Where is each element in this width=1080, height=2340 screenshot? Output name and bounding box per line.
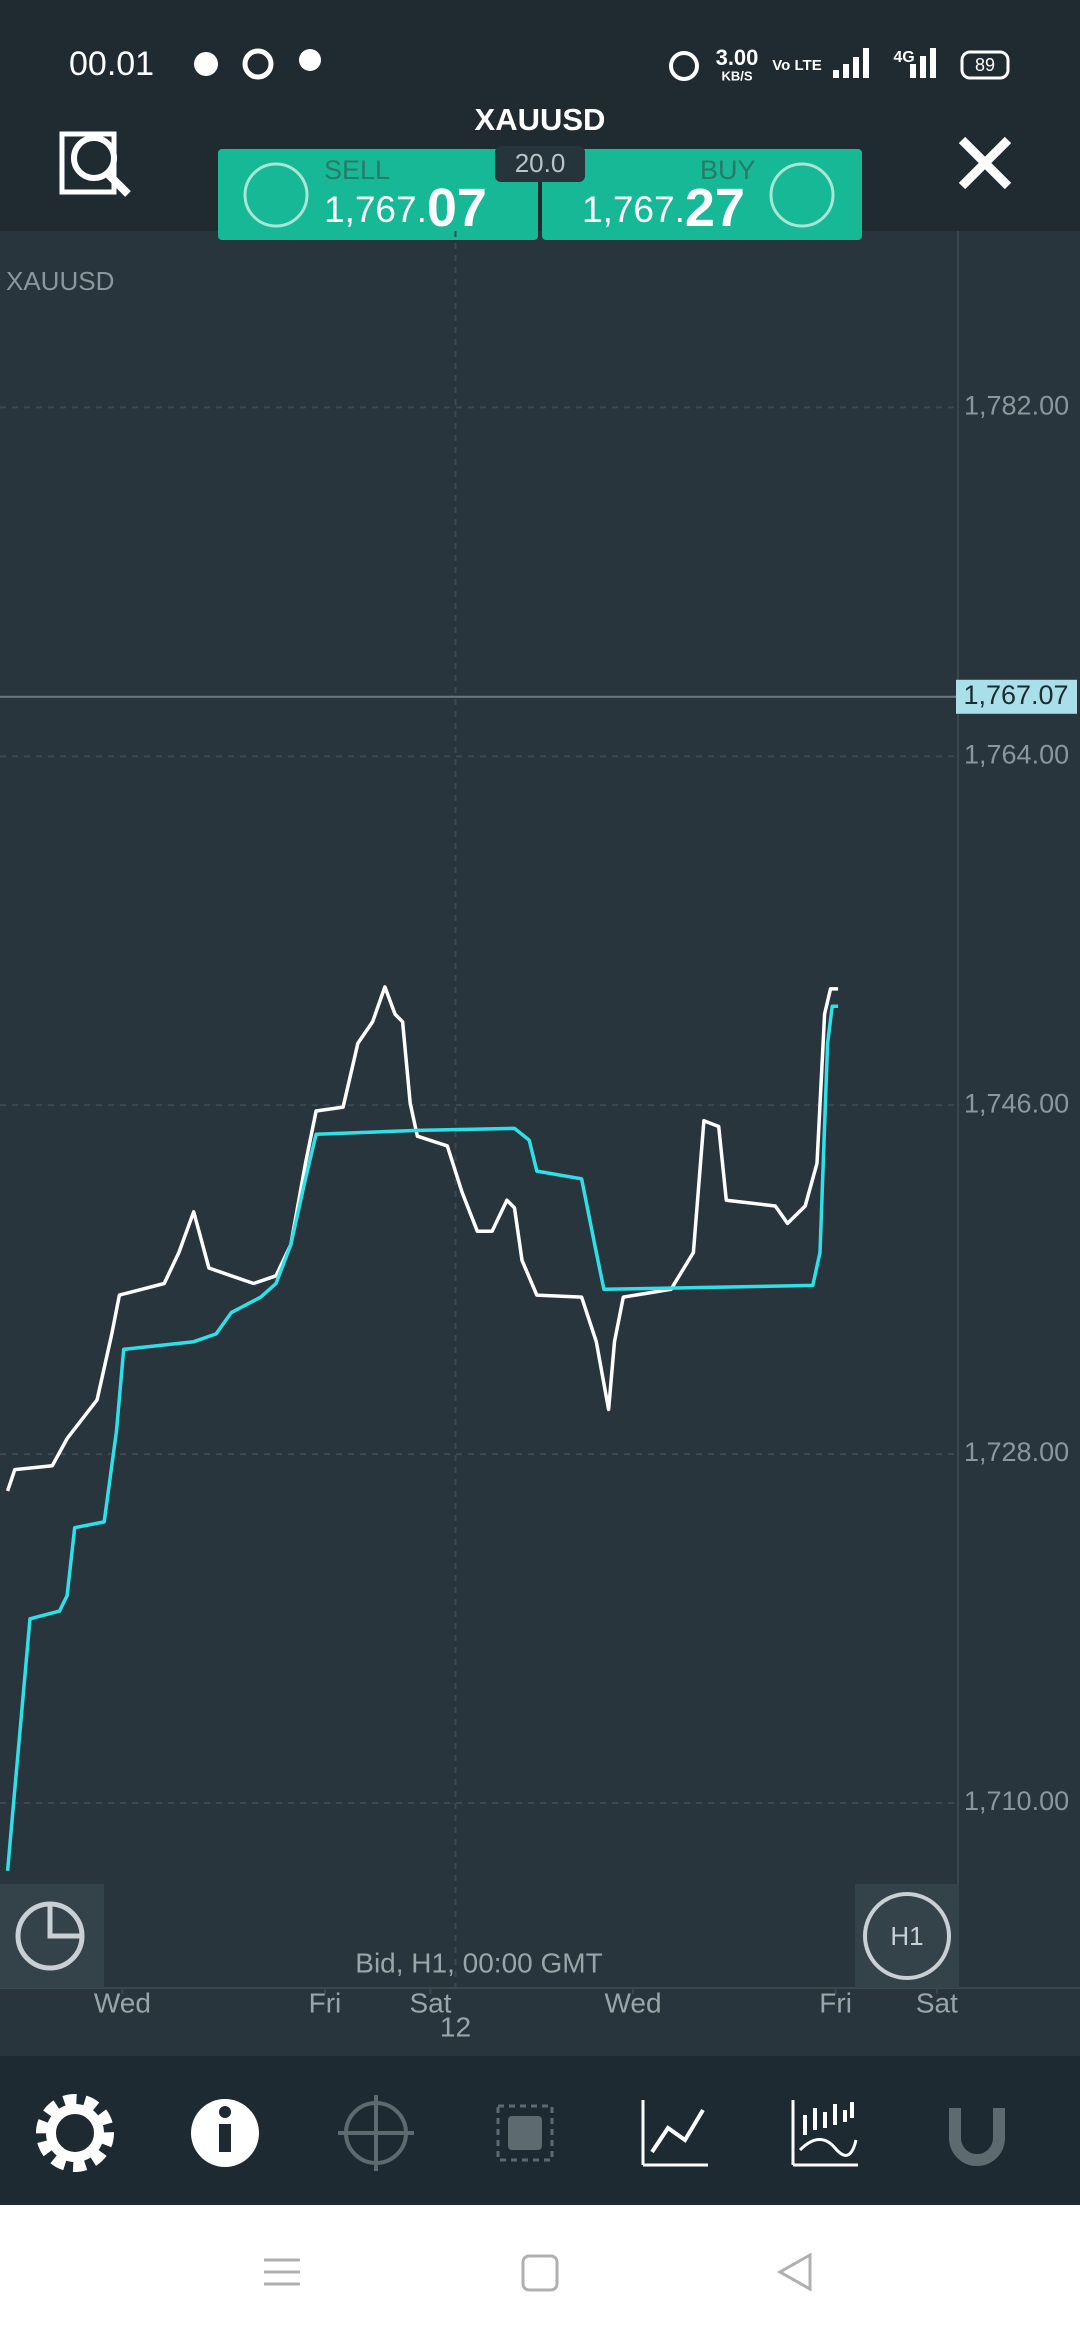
buy-button[interactable]: BUY 1,767.27 — [542, 149, 862, 240]
sell-price: 1,767.07 — [324, 178, 487, 238]
button-bg — [855, 1884, 959, 1988]
icon-handle — [105, 171, 131, 197]
indicator-line — [5, 985, 839, 1492]
sell-circle — [243, 162, 309, 228]
spread: 20.0 — [515, 148, 566, 178]
status-icons — [194, 48, 699, 81]
object-button[interactable] — [496, 2104, 554, 2162]
icon-stroke — [958, 136, 1012, 190]
date-label: 12 — [440, 2011, 471, 2042]
indicator-button[interactable] — [641, 2100, 708, 2167]
status-speed: 3.00 — [716, 45, 759, 70]
buy-circle — [769, 162, 835, 228]
sell-price-big: 07 — [427, 178, 487, 238]
battery-level: 89 — [975, 55, 995, 75]
nav-home[interactable] — [521, 2254, 559, 2292]
buy-price: 1,767.27 — [582, 178, 745, 238]
status-icon — [299, 49, 321, 71]
y-tick-label: 1,746.00 — [964, 1088, 1069, 1118]
current-price-bg — [956, 679, 1077, 714]
header-bg — [0, 0, 1080, 231]
x-tick-label: Fri — [309, 1987, 342, 2018]
buy-label: BUY — [700, 155, 756, 185]
indicator-line — [5, 1004, 839, 1871]
signal-bar — [853, 57, 859, 78]
icon-wave — [798, 2138, 858, 2157]
icon-info-dot — [219, 2106, 231, 2118]
icon-ring — [863, 1892, 951, 1980]
x-tick-label: Sat — [916, 1987, 958, 2018]
chart-bg — [0, 231, 1080, 2056]
current-price-label: 1,767.07 — [963, 680, 1068, 710]
pie-button[interactable] — [0, 1884, 104, 1988]
x-tick-label: Sat — [409, 1987, 451, 2018]
search-button[interactable] — [59, 131, 131, 197]
symbol-title: XAUUSD — [475, 102, 606, 137]
status-time: 00.01 — [69, 45, 154, 83]
icon-gear — [36, 2094, 114, 2172]
battery-icon — [960, 50, 1010, 80]
nav-bar — [0, 2205, 1080, 2340]
chart-type-button[interactable] — [791, 2100, 858, 2167]
spread-bg — [495, 146, 585, 182]
close-button[interactable] — [958, 136, 1012, 190]
crosshair-button[interactable] — [338, 2095, 414, 2171]
y-tick-label: 1,764.00 — [964, 739, 1069, 769]
alarm-icon — [669, 51, 699, 81]
signal-bar — [920, 56, 926, 78]
plot: 1,710.00 1,728.00 1,746.00 1,764.00 1,782.00… — [0, 231, 1080, 2042]
info-button[interactable] — [191, 2099, 259, 2167]
icon-pie-slice — [47, 1904, 82, 1939]
icon-info-bar — [219, 2124, 231, 2152]
signal-bar — [863, 48, 869, 78]
status-volte: Vo LTE — [772, 57, 821, 74]
signal-bar — [833, 70, 839, 78]
icon-gear-ring — [46, 2104, 104, 2162]
sell-label: SELL — [324, 155, 390, 185]
status-network: 4G — [893, 49, 914, 66]
icon-square — [508, 2116, 542, 2150]
chart-title: XAUUSD — [6, 266, 114, 296]
y-tick-label: 1,710.00 — [964, 1786, 1069, 1816]
signal-bar — [930, 48, 936, 78]
icon-frame — [496, 2104, 554, 2162]
x-tick-label: Wed — [94, 1987, 151, 2018]
y-tick-label: 1,728.00 — [964, 1437, 1069, 1467]
nav-menu[interactable] — [264, 2258, 300, 2286]
y-tick-label: 1,782.00 — [964, 391, 1069, 421]
status-icon — [242, 48, 274, 80]
icon-bars — [803, 2102, 854, 2135]
nav-back[interactable] — [776, 2252, 812, 2292]
interval-button[interactable]: H1 — [855, 1884, 959, 1988]
status-icon — [194, 52, 218, 76]
sell-price-main: 1,767. — [324, 189, 427, 230]
signal-bar — [910, 64, 916, 78]
signal-icon — [833, 48, 936, 78]
buy-price-big: 27 — [685, 178, 745, 238]
status-speed-unit: KB/S — [721, 68, 752, 83]
icon-lens — [71, 135, 117, 181]
signal-bar — [843, 64, 849, 78]
sell-button[interactable]: SELL 1,767.07 — [218, 149, 538, 240]
icon-magnet — [949, 2108, 1005, 2166]
settings-button[interactable] — [36, 2094, 114, 2172]
chart-footer: Bid, H1, 00:00 GMT — [355, 1947, 602, 1978]
interval-label: H1 — [890, 1921, 923, 1951]
buy-price-main: 1,767. — [582, 189, 685, 230]
magnet-button[interactable] — [949, 2108, 1005, 2166]
x-tick-label: Wed — [605, 1987, 662, 2018]
x-tick-label: Fri — [819, 1987, 852, 2018]
icon-line — [650, 2108, 705, 2154]
